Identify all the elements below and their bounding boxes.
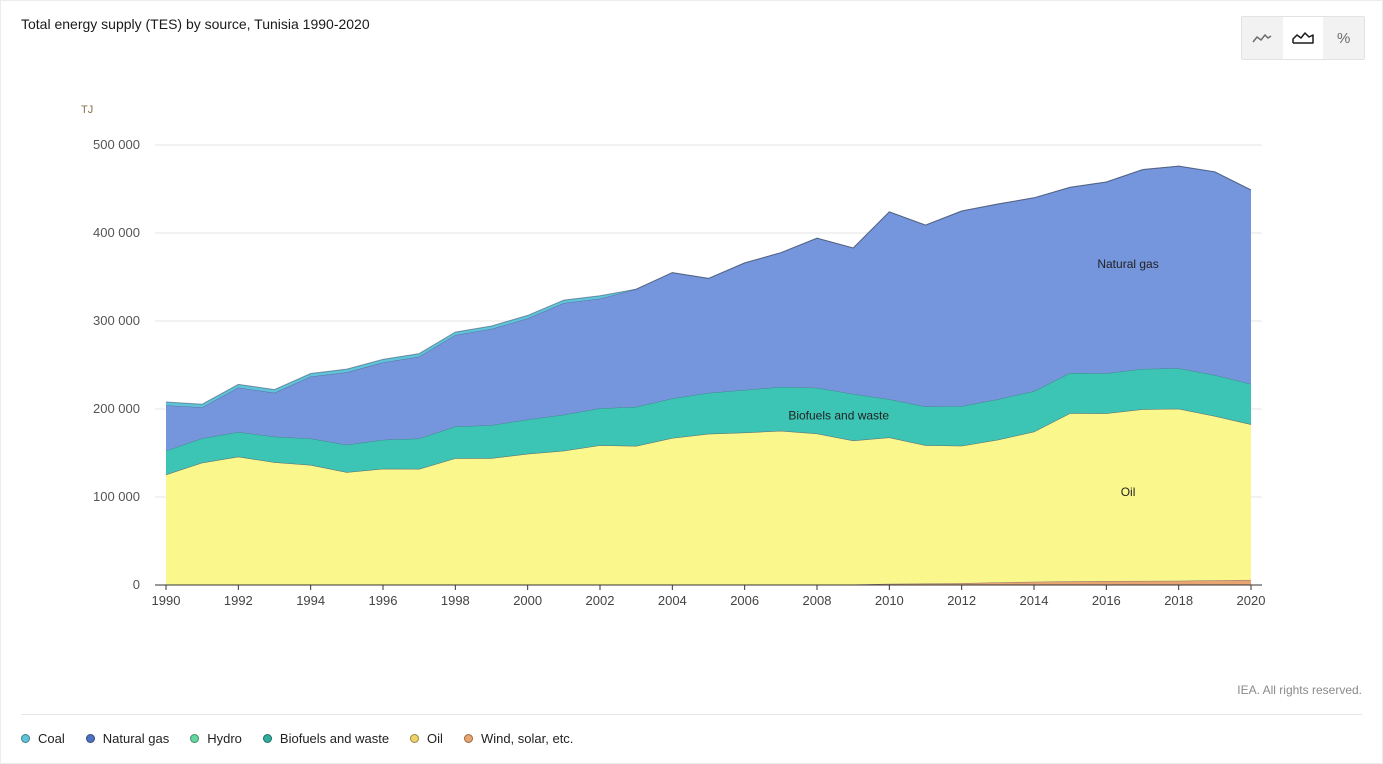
x-tick-label-2006: 2006	[730, 593, 759, 608]
legend-label-natural-gas: Natural gas	[102, 731, 170, 746]
percent-view-button[interactable]: %	[1323, 17, 1364, 59]
line-coal	[165, 165, 1252, 405]
legend-item-oil[interactable]: Oil	[410, 731, 443, 746]
x-tick-label-1996: 1996	[369, 593, 398, 608]
y-axis-unit: TJ	[81, 104, 93, 116]
percent-icon: %	[1337, 29, 1351, 47]
y-tick-label-400000: 400 000	[93, 225, 140, 240]
x-tick-label-1990: 1990	[152, 593, 181, 608]
area-wind-solar-etc	[166, 579, 1251, 585]
legend-item-natural-gas[interactable]: Natural gas	[85, 731, 170, 746]
y-tick-label-500000: 500 000	[93, 137, 140, 152]
chart-title: Total energy supply (TES) by source, Tun…	[21, 16, 370, 32]
legend-swatch-oil	[410, 734, 420, 743]
legend: Coal Natural gas Hydro Biofuels and wast…	[21, 731, 594, 746]
x-tick-label-2002: 2002	[586, 593, 615, 608]
legend-swatch-hydro	[190, 734, 200, 743]
legend-divider	[21, 714, 1362, 715]
area-natural-gas	[166, 166, 1251, 451]
x-tick-label-1994: 1994	[296, 593, 325, 608]
x-tick-label-2012: 2012	[947, 593, 976, 608]
x-tick-label-2008: 2008	[803, 593, 832, 608]
legend-label-hydro: Hydro	[207, 731, 242, 746]
y-tick-label-300000: 300 000	[93, 313, 140, 328]
area-biofuels-and-waste	[166, 368, 1251, 475]
x-tick-label-1992: 1992	[224, 593, 253, 608]
legend-item-hydro[interactable]: Hydro	[190, 731, 242, 746]
x-tick-label-1998: 1998	[441, 593, 470, 608]
y-tick-label-0: 0	[133, 577, 140, 592]
x-tick-label-2016: 2016	[1092, 593, 1121, 608]
area-chart-icon	[1292, 32, 1314, 44]
x-tick-label-2018: 2018	[1164, 593, 1193, 608]
legend-item-biofuels-and-waste[interactable]: Biofuels and waste	[262, 731, 390, 746]
series-label-oil: Oil	[1121, 485, 1136, 499]
legend-label-oil: Oil	[427, 731, 443, 746]
x-tick-label-2020: 2020	[1237, 593, 1266, 608]
legend-item-coal[interactable]: Coal	[21, 731, 65, 746]
line-chart-icon	[1252, 33, 1272, 43]
legend-label-coal: Coal	[38, 731, 65, 746]
legend-swatch-natural-gas	[85, 734, 95, 743]
legend-swatch-coal	[21, 734, 30, 743]
line-view-button[interactable]	[1242, 17, 1283, 59]
legend-swatch-wind-solar-etc	[463, 734, 473, 743]
legend-item-wind-solar-etc[interactable]: Wind, solar, etc.	[463, 731, 574, 746]
x-tick-label-2010: 2010	[875, 593, 904, 608]
area-chart: TJ 0 100 000 200 000 300 000 400 000 500 000 19…	[81, 104, 1266, 608]
y-tick-label-100000: 100 000	[93, 489, 140, 504]
series-label-biofuels-and-waste: Biofuels and waste	[788, 409, 889, 423]
legend-label-biofuels-and-waste: Biofuels and waste	[279, 731, 390, 746]
copyright-note: IEA. All rights reserved.	[1237, 683, 1362, 697]
x-tick-label-2000: 2000	[513, 593, 542, 608]
chart-view-toggle: %	[1241, 16, 1365, 60]
series-label-natural-gas: Natural gas	[1097, 257, 1158, 271]
area-view-button[interactable]	[1282, 17, 1324, 59]
y-tick-label-200000: 200 000	[93, 401, 140, 416]
x-tick-label-2004: 2004	[658, 593, 687, 608]
legend-label-wind-solar-etc: Wind, solar, etc.	[480, 731, 574, 746]
area-oil	[166, 408, 1251, 585]
x-tick-label-2014: 2014	[1020, 593, 1049, 608]
legend-swatch-biofuels-and-waste	[262, 734, 272, 743]
